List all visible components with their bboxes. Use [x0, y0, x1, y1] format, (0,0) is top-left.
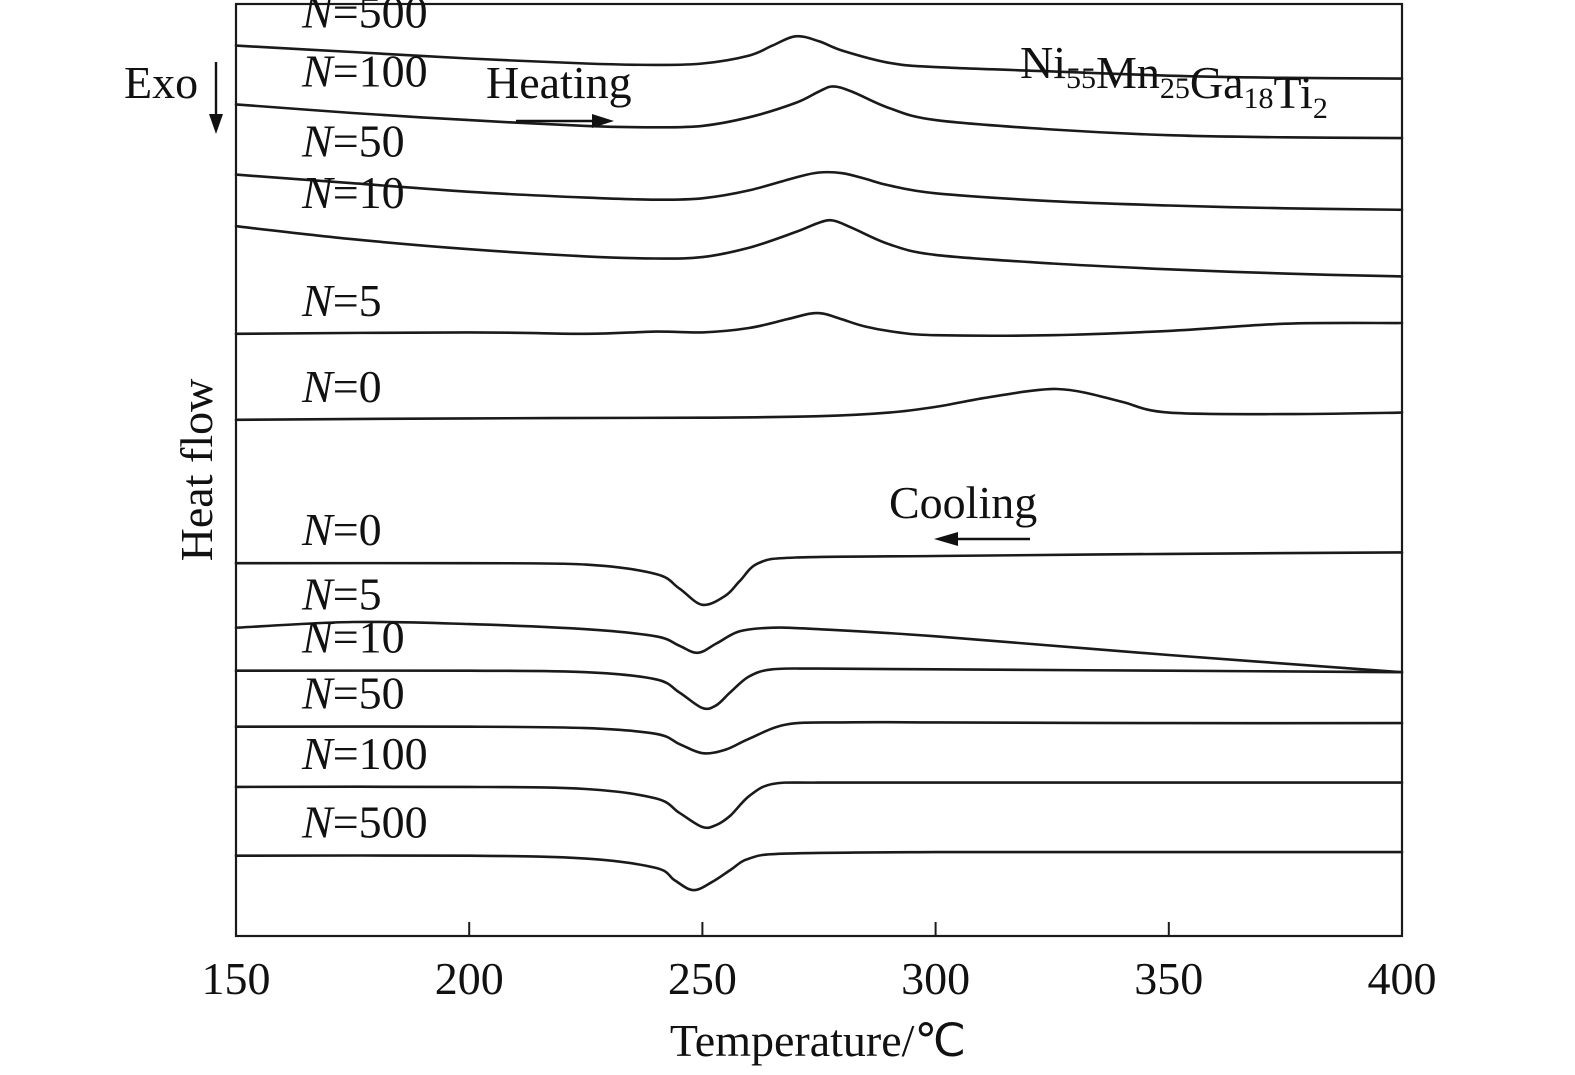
series-labels: N=500N=100N=50N=10N=5N=0N=0N=5N=10N=50N=…	[301, 0, 428, 848]
heating-label: Heating	[486, 57, 632, 108]
heating-curve-n0	[234, 387, 1404, 422]
heating-label-n5: N=5	[301, 275, 382, 326]
x-tick-label: 350	[1134, 953, 1203, 1004]
heating-curve-n5	[234, 311, 1404, 337]
heating-label-n500: N=500	[301, 0, 428, 38]
cooling-curve-n50	[234, 720, 1404, 755]
exo-label: Exo	[124, 57, 198, 108]
heating-label-n10: N=10	[301, 167, 405, 218]
cooling-label-n50: N=50	[301, 668, 405, 719]
curves	[234, 34, 1404, 892]
cooling-curve-n0	[234, 551, 1404, 607]
heating-label-n100: N=100	[301, 45, 428, 96]
heating-curve-n50	[234, 170, 1404, 212]
x-tick-label: 200	[435, 953, 504, 1004]
plot-frame	[234, 2, 1404, 938]
cooling-curve-n500	[234, 850, 1404, 892]
exo-arrow-icon	[209, 62, 223, 134]
cooling-label-n5: N=5	[301, 569, 382, 620]
x-tick-label: 400	[1368, 953, 1437, 1004]
x-tick-label: 300	[901, 953, 970, 1004]
cooling-label-n0: N=0	[301, 504, 382, 555]
cooling-label: Cooling	[889, 477, 1037, 528]
heating-curve-n10	[234, 218, 1404, 278]
composition-label: Ni55Mn25Ga18Ti2	[1020, 37, 1328, 125]
cooling-curve-n5	[234, 620, 1404, 674]
heating-curve-n500	[234, 34, 1404, 80]
x-tick-label: 250	[668, 953, 737, 1004]
x-ticks: 150 200 250 300 350 400	[202, 922, 1437, 1004]
y-axis-title: Heat flow	[171, 378, 222, 561]
heating-arrow-icon	[516, 114, 614, 128]
cooling-curve-n10	[234, 667, 1404, 711]
heating-label-n0: N=0	[301, 361, 382, 412]
x-axis-title: Temperature/℃	[670, 1015, 966, 1066]
cooling-label-n100: N=100	[301, 728, 428, 779]
heating-label-n50: N=50	[301, 116, 405, 167]
cooling-arrow-icon	[934, 532, 1030, 546]
cooling-label-n10: N=10	[301, 612, 405, 663]
x-tick-label: 150	[202, 953, 271, 1004]
cooling-curve-n100	[234, 781, 1404, 830]
cooling-label-n500: N=500	[301, 797, 428, 848]
heating-curve-n100	[234, 85, 1404, 140]
